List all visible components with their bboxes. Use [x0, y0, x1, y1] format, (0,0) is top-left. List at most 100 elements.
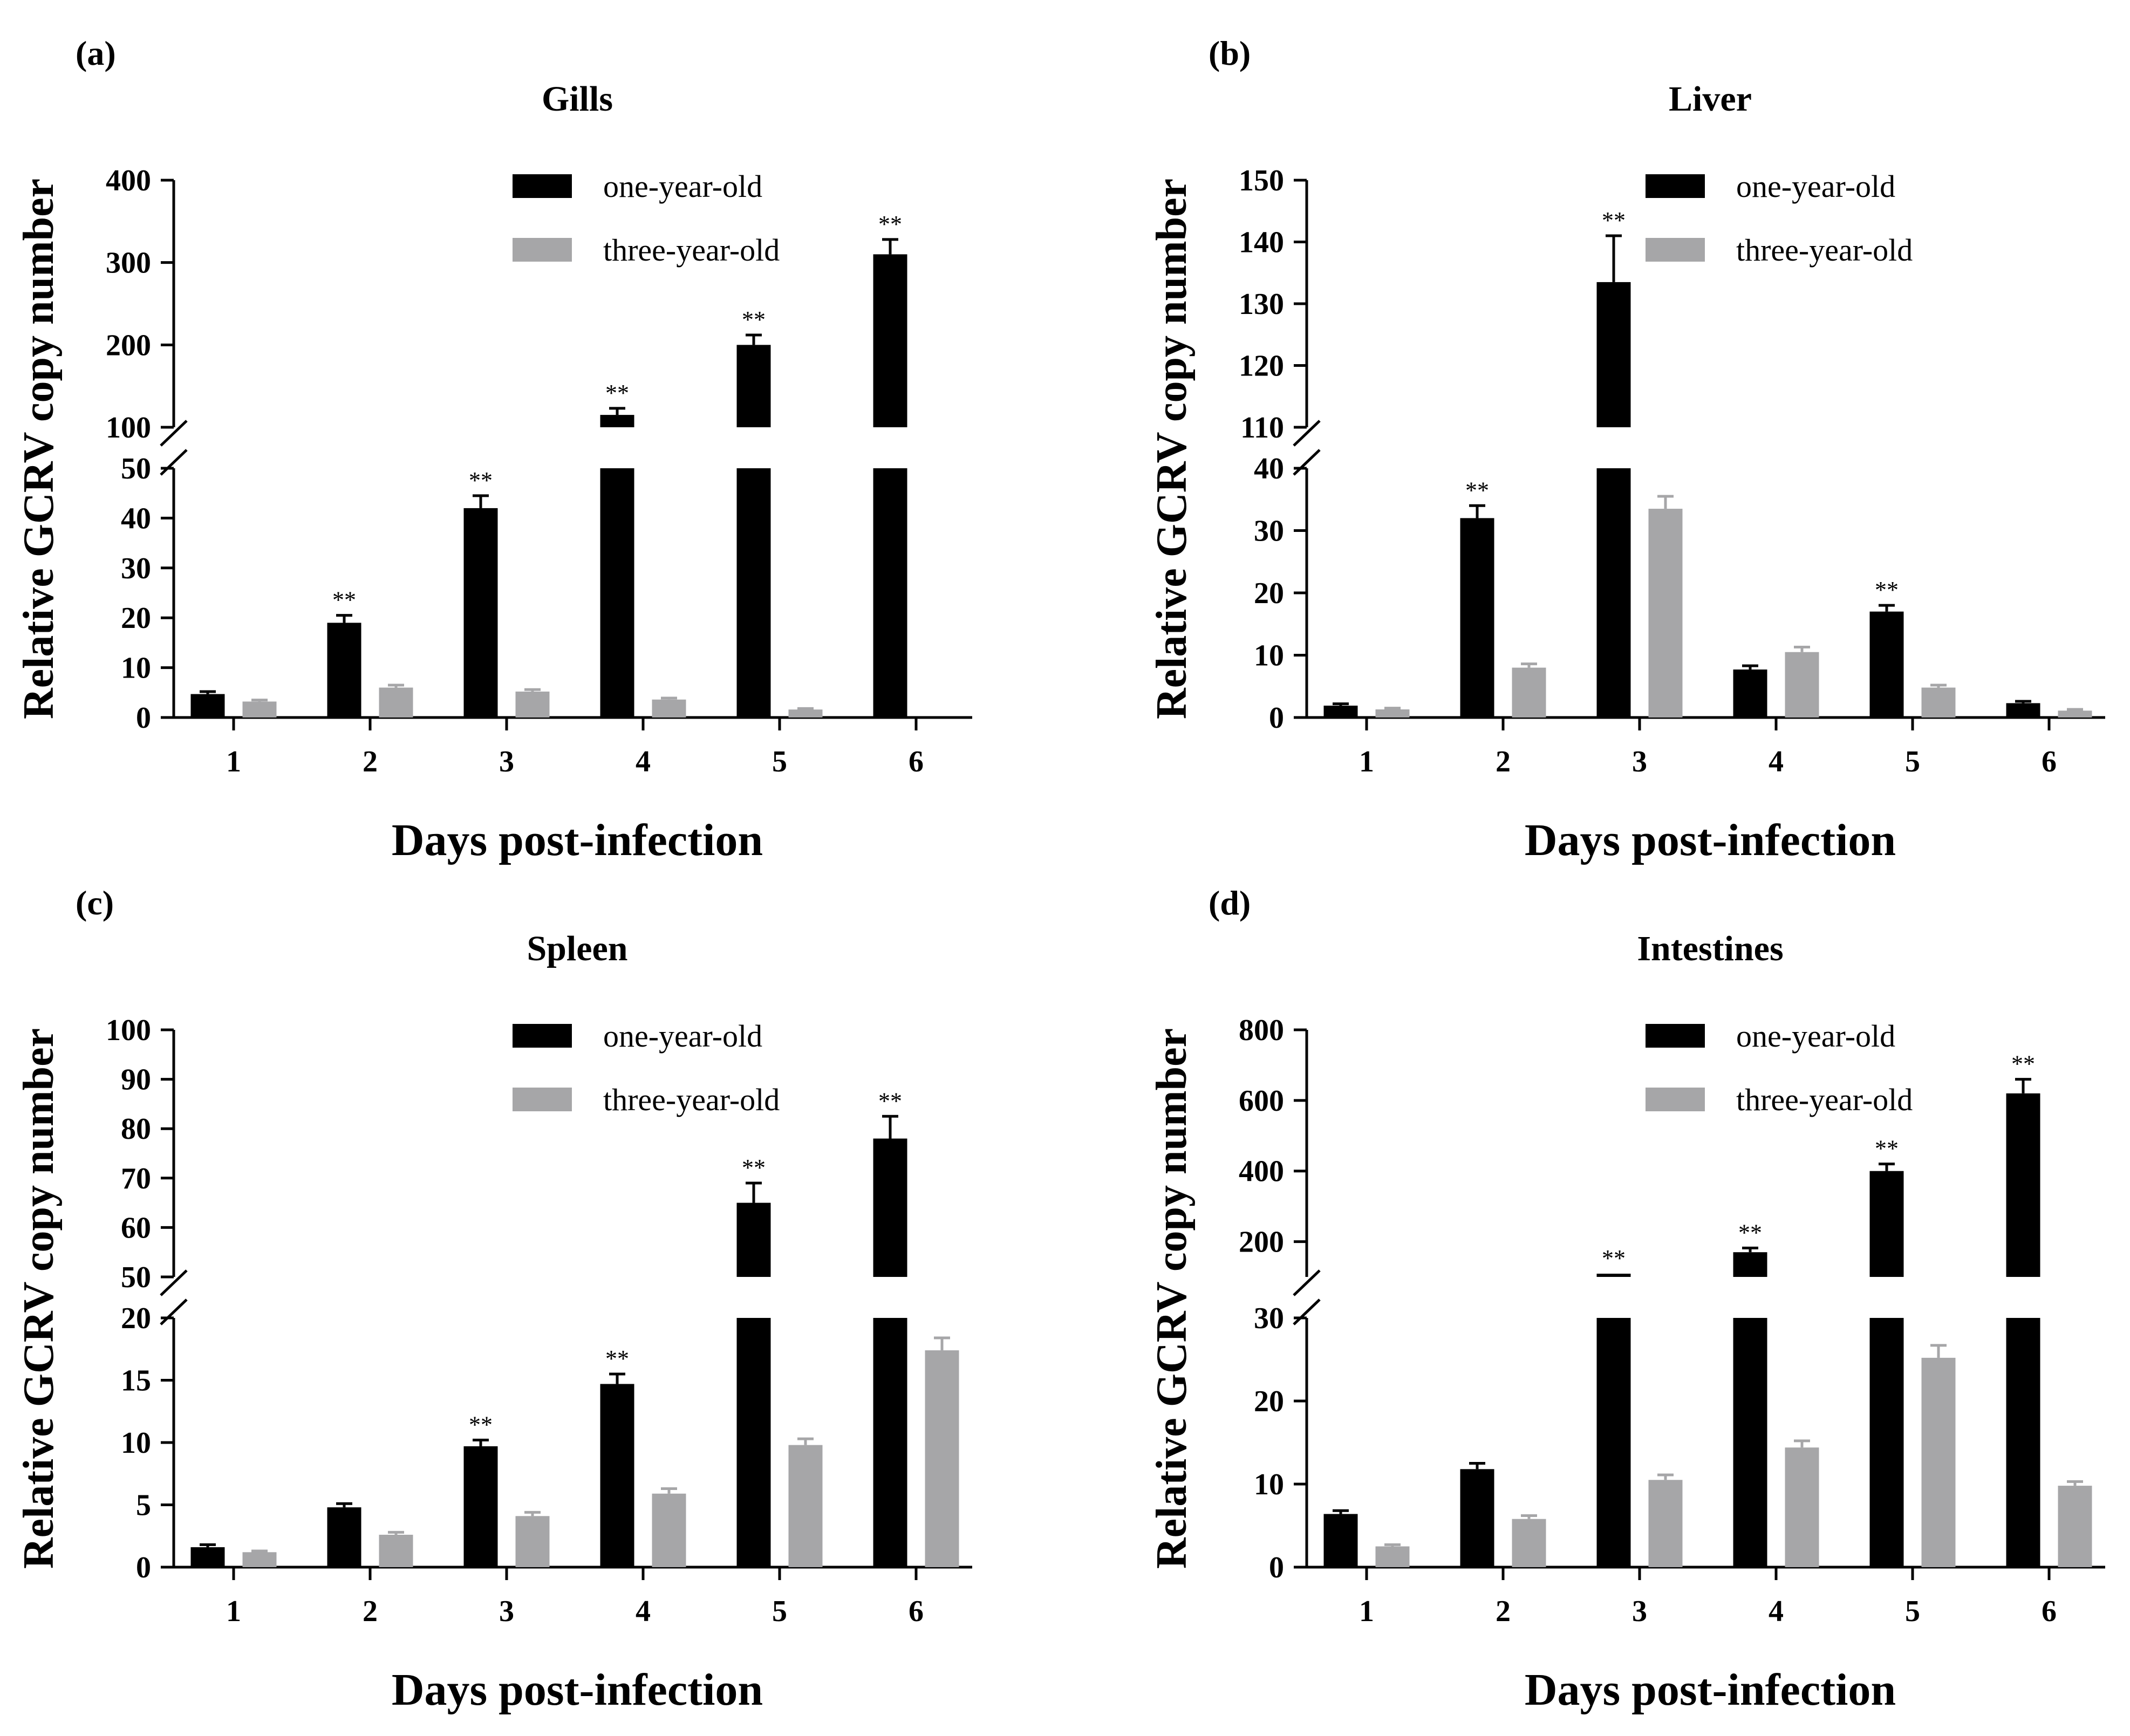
- y-axis-label: Relative GCRV copy number: [1148, 179, 1196, 719]
- legend-swatch-three-year-old: [1646, 238, 1705, 262]
- bar-one-year-old-upper: [600, 415, 634, 427]
- y-axis-label: Relative GCRV copy number: [1148, 1028, 1196, 1569]
- bar-three-year-old: [1375, 1546, 1410, 1567]
- bar-three-year-old: [1375, 709, 1410, 717]
- bar-three-year-old: [788, 709, 823, 717]
- bar-one-year-old: [1460, 1469, 1494, 1567]
- legend-label: three-year-old: [603, 1082, 780, 1117]
- x-tick-label: 5: [772, 1595, 787, 1628]
- y-tick-label: 15: [121, 1364, 151, 1398]
- significance-label: **: [742, 1154, 766, 1181]
- y-tick-label: 600: [1239, 1084, 1284, 1118]
- panel-label: (c): [76, 884, 114, 922]
- chart-panel-2: (b) Liver Relative GCRV copy number Days po…: [1148, 34, 2105, 865]
- y-tick-label: 0: [136, 701, 151, 735]
- bar-one-year-old-upper: [736, 345, 771, 427]
- bar-three-year-old: [379, 687, 413, 717]
- y-tick-label: 30: [121, 552, 151, 585]
- bar-one-year-old-lower: [1596, 468, 1631, 717]
- axis-break-mark: [1293, 449, 1321, 476]
- bar-three-year-old: [1512, 667, 1546, 717]
- y-tick-label: 130: [1239, 288, 1284, 321]
- bar-one-year-old: [1323, 706, 1358, 717]
- axis-break-mark: [160, 449, 188, 476]
- x-tick-label: 2: [1496, 1595, 1511, 1628]
- y-tick-label: 80: [121, 1112, 151, 1146]
- y-tick-label: 90: [121, 1063, 151, 1097]
- significance-label: **: [605, 380, 629, 406]
- legend-swatch-three-year-old: [513, 238, 572, 262]
- bar-three-year-old: [242, 701, 277, 717]
- x-tick-label: 5: [772, 745, 787, 778]
- bar-three-year-old: [1785, 652, 1819, 717]
- y-tick-label: 20: [1254, 577, 1284, 610]
- legend-label: one-year-old: [1736, 1019, 1895, 1054]
- bar-three-year-old: [2058, 1486, 2092, 1567]
- y-tick-label: 200: [106, 329, 151, 362]
- y-tick-label: 20: [121, 602, 151, 635]
- bar-three-year-old: [1785, 1447, 1819, 1567]
- y-tick-label: 50: [121, 1261, 151, 1294]
- significance-label: **: [878, 211, 902, 237]
- bar-three-year-old: [379, 1534, 413, 1567]
- x-axis-label: Days post-infection: [392, 1665, 763, 1715]
- y-axis-label: Relative GCRV copy number: [15, 179, 63, 719]
- y-tick-label: 50: [121, 452, 151, 486]
- bar-one-year-old-lower: [1869, 1318, 1904, 1567]
- bar-one-year-old: [1733, 669, 1767, 717]
- bar-three-year-old: [1648, 509, 1683, 717]
- x-tick-label: 6: [2042, 745, 2057, 778]
- x-tick-label: 2: [1496, 745, 1511, 778]
- bar-three-year-old: [1512, 1519, 1546, 1567]
- x-tick-label: 6: [909, 745, 924, 778]
- x-tick-label: 5: [1905, 1595, 1920, 1628]
- significance-label: **: [1738, 1219, 1762, 1246]
- x-tick-label: 5: [1905, 745, 1920, 778]
- bar-one-year-old: [190, 694, 225, 717]
- y-tick-label: 100: [106, 411, 151, 445]
- significance-label: **: [1875, 577, 1899, 603]
- y-tick-label: 400: [106, 164, 151, 197]
- bar-one-year-old-upper: [1596, 1274, 1631, 1277]
- legend-swatch-one-year-old: [513, 1024, 572, 1048]
- panel-label: (b): [1209, 34, 1251, 72]
- y-axis-label: Relative GCRV copy number: [15, 1028, 63, 1569]
- bar-one-year-old: [190, 1547, 225, 1567]
- legend-label: three-year-old: [603, 233, 780, 268]
- legend-swatch-three-year-old: [513, 1088, 572, 1111]
- bar-one-year-old: [463, 508, 498, 717]
- bar-three-year-old: [2058, 710, 2092, 717]
- legend-swatch-three-year-old: [1646, 1088, 1705, 1111]
- significance-label: **: [605, 1345, 629, 1372]
- axis-break-mark: [160, 1298, 188, 1325]
- significance-label: **: [878, 1088, 902, 1114]
- x-tick-label: 1: [1359, 1595, 1374, 1628]
- bar-one-year-old: [1323, 1514, 1358, 1567]
- y-tick-label: 140: [1239, 226, 1284, 259]
- axis-break-mark: [1293, 420, 1321, 447]
- y-tick-label: 110: [1240, 411, 1284, 445]
- y-tick-label: 0: [136, 1551, 151, 1584]
- y-tick-label: 800: [1239, 1014, 1284, 1047]
- significance-label: **: [332, 587, 356, 613]
- y-tick-label: 150: [1239, 164, 1284, 197]
- chart-title: Spleen: [527, 929, 627, 968]
- y-tick-label: 120: [1239, 350, 1284, 383]
- y-tick-label: 0: [1269, 1551, 1284, 1584]
- bar-one-year-old-upper: [1869, 1171, 1904, 1277]
- bar-one-year-old-upper: [2006, 1093, 2040, 1277]
- y-tick-label: 0: [1269, 701, 1284, 735]
- legend-swatch-one-year-old: [1646, 1024, 1705, 1048]
- y-tick-label: 10: [1254, 1468, 1284, 1501]
- bar-one-year-old-upper: [873, 1138, 907, 1277]
- bar-three-year-old: [1921, 1357, 1956, 1567]
- legend-label: one-year-old: [1736, 169, 1895, 204]
- x-tick-label: 4: [636, 745, 651, 778]
- bar-three-year-old: [788, 1445, 823, 1567]
- bar-one-year-old-lower: [873, 1318, 907, 1567]
- x-tick-label: 4: [1769, 1595, 1784, 1628]
- bar-one-year-old-lower: [600, 468, 634, 717]
- x-tick-label: 3: [499, 1595, 514, 1628]
- bar-one-year-old-lower: [1733, 1318, 1767, 1567]
